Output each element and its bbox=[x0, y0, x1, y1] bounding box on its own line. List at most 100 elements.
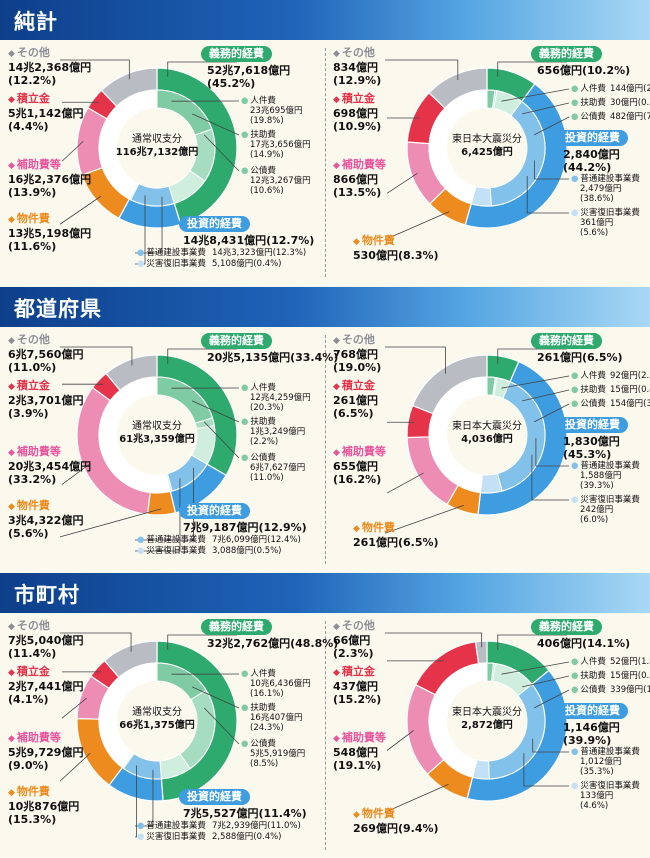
label-buk: ◆ 物件費 530億円(8.3%) bbox=[353, 234, 439, 262]
label-sono-pct: (11.0%) bbox=[8, 361, 57, 374]
center-title: 東日本大震災分 bbox=[452, 421, 522, 432]
label-buk: ◆ 物件費 13兆5,198億円 (11.6%) bbox=[8, 212, 91, 253]
label-sai: ● 災害復旧事業費 5,108億円(0.4%) bbox=[137, 259, 282, 269]
label-futsu-pct: (39.3%) bbox=[580, 481, 614, 491]
leader-line bbox=[135, 765, 137, 838]
leader-line bbox=[203, 421, 240, 459]
pill-toshi: 投資的経費 bbox=[557, 417, 628, 433]
leader-line bbox=[497, 348, 567, 364]
leader-line bbox=[135, 467, 194, 541]
label-sono: ◆ その他 66億円 (2.3%) bbox=[333, 619, 375, 660]
label-jin: ● 人件費 12兆4,259億円 (20.3%) bbox=[241, 383, 311, 413]
section-title: 純計 bbox=[14, 10, 58, 34]
label-kou-value: 6兆7,627億円 bbox=[250, 463, 306, 473]
label-seki-name: 積立金 bbox=[16, 379, 50, 392]
bullet-icon: ● bbox=[241, 96, 249, 106]
label-kou-name: 公債費 bbox=[580, 399, 606, 409]
label-futsu-value: 7兆2,939億円(11.0%) bbox=[211, 821, 301, 831]
label-hojo-value: 655億円 bbox=[333, 460, 378, 473]
diamond-icon: ◆ bbox=[333, 622, 340, 632]
label-buk-value: 530億円(8.3%) bbox=[353, 249, 439, 262]
label-fuj-value: 30億円(0.5%) bbox=[609, 98, 650, 108]
leader-line bbox=[526, 176, 569, 214]
section-header-0: 純計 bbox=[0, 0, 650, 40]
center-total: 61兆3,359億円 bbox=[119, 434, 195, 445]
label-gimu-amount: 52兆7,618億円 bbox=[207, 64, 291, 77]
label-buk-head: ◆ 物件費 bbox=[353, 234, 439, 249]
center-label: 通常収支分 116兆7,132億円 bbox=[109, 133, 205, 159]
label-hojo-name: 補助費等 bbox=[341, 158, 386, 171]
panel-divider bbox=[325, 621, 326, 850]
leader-line bbox=[497, 61, 567, 77]
label-seki-value: 437億円 bbox=[333, 680, 378, 693]
label-fuj-pct: (2.2%) bbox=[250, 437, 279, 447]
label-fuj-pct: (24.3%) bbox=[250, 723, 284, 733]
section-header-2: 市町村 bbox=[0, 573, 650, 613]
bullet-icon: ● bbox=[571, 371, 579, 381]
label-buk-value: 261億円(6.5%) bbox=[353, 536, 439, 549]
label-hojo-head: ◆ 補助費等 bbox=[8, 731, 83, 746]
label-futsu: ● 普通建設事業費 7兆2,939億円(11.0%) bbox=[137, 821, 301, 831]
label-jin-pct: (20.3%) bbox=[250, 403, 284, 413]
leader-line bbox=[384, 783, 449, 813]
label-seki-value: 261億円 bbox=[333, 394, 378, 407]
bullet-icon: ● bbox=[241, 739, 249, 749]
label-seki-value: 698億円 bbox=[333, 107, 378, 120]
bullet-icon: ● bbox=[241, 383, 249, 393]
donut-svg bbox=[59, 59, 240, 265]
donut-panel: 東日本大震災分 2,872億円 ◆ その他 66億円 (2.3%) ◆ 積立金 437億円 (15… bbox=[325, 617, 650, 847]
bullet-icon: ● bbox=[571, 781, 579, 791]
label-buk-name: 物件費 bbox=[361, 521, 395, 534]
bullet-icon: ● bbox=[241, 703, 249, 713]
label-hojo-pct: (16.2%) bbox=[333, 473, 382, 486]
diamond-icon: ◆ bbox=[333, 734, 340, 744]
leader-line bbox=[135, 195, 146, 265]
label-hojo-pct: (33.2%) bbox=[8, 473, 57, 486]
label-buk-value: 269億円(9.4%) bbox=[353, 822, 439, 835]
label-buk-pct: (5.6%) bbox=[8, 527, 49, 540]
donut-panel: 通常収支分 66兆1,375億円 ◆ その他 7兆5,040億円 (11.4%) ◆ 積立金 2… bbox=[0, 617, 338, 847]
label-seki: ◆ 積立金 698億円 (10.9%) bbox=[333, 92, 381, 133]
label-gimu-amount: 20兆5,135億円(33.4%) bbox=[207, 351, 339, 364]
donut-panel: 通常収支分 61兆3,359億円 ◆ その他 6兆7,560億円 (11.0%) ◆ 積立金 2… bbox=[0, 331, 338, 561]
label-hojo: ◆ 補助費等 20兆3,454億円 (33.2%) bbox=[8, 445, 91, 486]
label-hojo-pct: (19.1%) bbox=[333, 759, 382, 772]
label-buk-name: 物件費 bbox=[16, 499, 50, 512]
pill-gimu: 義務的経費 bbox=[201, 619, 272, 635]
label-buk-value: 3兆4,322億円 bbox=[8, 514, 84, 527]
leader-line bbox=[191, 400, 240, 423]
center-total: 6,425億円 bbox=[461, 147, 513, 158]
leader-line bbox=[59, 195, 102, 225]
leader-line bbox=[59, 752, 91, 782]
bullet-icon: ● bbox=[137, 821, 145, 831]
label-futsu-pct: (38.6%) bbox=[580, 194, 614, 204]
label-sono: ◆ その他 834億円 (12.9%) bbox=[333, 46, 381, 87]
label-seki-head: ◆ 積立金 bbox=[8, 665, 83, 680]
label-toshi-amount: 1,830億円 bbox=[563, 435, 620, 448]
leader-line bbox=[135, 478, 181, 552]
leader-line bbox=[522, 102, 570, 115]
label-sai-name: 災害復旧事業費 bbox=[580, 495, 640, 505]
section-header-1: 都道府県 bbox=[0, 287, 650, 327]
label-kou-name: 公債費 bbox=[250, 166, 276, 176]
donut-panel: 通常収支分 116兆7,132億円 ◆ その他 14兆2,368億円 (12.2%) ◆ 積立… bbox=[0, 44, 325, 274]
center-label: 東日本大震災分 4,036億円 bbox=[439, 420, 535, 446]
pill-toshi: 投資的経費 bbox=[179, 789, 250, 805]
bullet-icon: ● bbox=[571, 747, 579, 757]
label-hojo-pct: (9.0%) bbox=[8, 759, 49, 772]
label-fuj: ● 扶助費 17兆3,656億円 (14.9%) bbox=[241, 130, 311, 160]
inner-ring-blank bbox=[99, 90, 157, 200]
bullet-icon: ● bbox=[241, 166, 249, 176]
label-futsu-value: 2,479億円 bbox=[580, 184, 622, 194]
bullet-icon: ● bbox=[571, 385, 579, 395]
label-seki-name: 積立金 bbox=[341, 665, 375, 678]
diamond-icon: ◆ bbox=[333, 49, 340, 59]
label-hojo-name: 補助費等 bbox=[341, 731, 386, 744]
panel-divider bbox=[325, 335, 326, 564]
label-fuj-name: 扶助費 bbox=[580, 98, 606, 108]
leader-line bbox=[535, 437, 569, 467]
label-sai-name: 災害復旧事業費 bbox=[146, 832, 206, 842]
label-sono-name: その他 bbox=[341, 619, 375, 632]
label-jin-name: 人件費 bbox=[580, 657, 606, 667]
